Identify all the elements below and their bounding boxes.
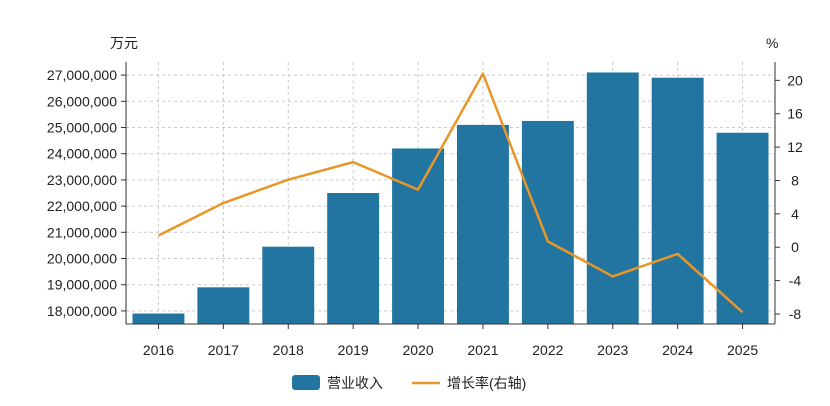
x-tick-label: 2018: [273, 342, 304, 358]
x-tick-label: 2022: [532, 342, 563, 358]
x-tick-label: 2017: [208, 342, 239, 358]
x-tick-label: 2025: [727, 342, 758, 358]
right-tick-label: 8: [791, 172, 799, 188]
left-tick-label: 25,000,000: [47, 120, 117, 136]
bar-2016: [132, 313, 185, 324]
left-tick-label: 23,000,000: [47, 172, 117, 188]
right-tick-label: -8: [789, 306, 802, 322]
legend: 营业收入 增长率(右轴): [292, 375, 526, 391]
x-tick-label: 2023: [597, 342, 628, 358]
bar-2019: [327, 193, 380, 324]
x-tick-label: 2024: [662, 342, 693, 358]
left-tick-label: 24,000,000: [47, 146, 117, 162]
left-tick-label: 22,000,000: [47, 198, 117, 214]
left-tick-label: 27,000,000: [47, 67, 117, 83]
legend-label-bar: 营业收入: [327, 375, 383, 391]
right-tick-label: 16: [787, 106, 803, 122]
left-tick-label: 21,000,000: [47, 224, 117, 240]
left-axis-unit: 万元: [110, 35, 138, 51]
bar-2018: [262, 246, 315, 324]
bar-2017: [197, 287, 250, 324]
right-tick-label: 4: [791, 206, 799, 222]
axes: 18,000,000 19,000,000 20,000,000 21,000,000…: [47, 62, 803, 358]
right-axis-unit: %: [766, 35, 778, 51]
x-tick-label: 2021: [467, 342, 498, 358]
left-tick-label: 18,000,000: [47, 303, 117, 319]
x-tick-label: 2020: [402, 342, 433, 358]
bar-2025: [716, 132, 769, 324]
right-tick-label: 12: [787, 139, 803, 155]
bar-series: [132, 72, 769, 324]
bar-2023: [586, 72, 639, 324]
left-tick-label: 20,000,000: [47, 251, 117, 267]
right-tick-label: 20: [787, 72, 803, 88]
line-series: [157, 72, 744, 314]
x-tick-label: 2016: [143, 342, 174, 358]
bar-2024: [651, 77, 704, 324]
right-tick-label: 0: [791, 239, 799, 255]
left-tick-label: 19,000,000: [47, 277, 117, 293]
bar-2022: [521, 120, 574, 324]
bar-2021: [456, 124, 509, 324]
legend-label-line: 增长率(右轴): [447, 375, 526, 391]
growth-rate-line: [157, 72, 744, 314]
right-tick-label: -4: [789, 273, 802, 289]
x-tick-label: 2019: [338, 342, 369, 358]
legend-swatch-bar: [292, 375, 320, 390]
left-tick-label: 26,000,000: [47, 93, 117, 109]
bar-2020: [392, 148, 445, 324]
